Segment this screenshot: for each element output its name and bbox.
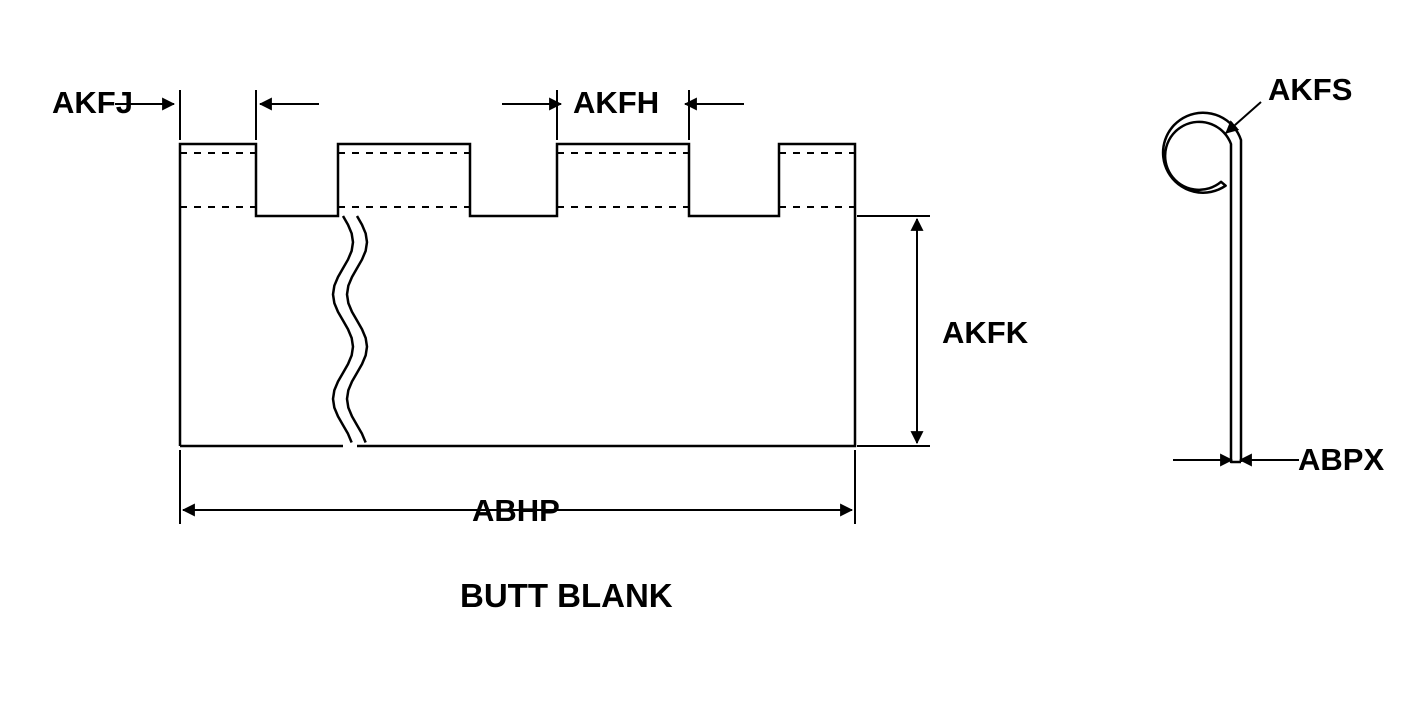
ABHP-label: ABHP bbox=[472, 493, 560, 528]
AKFS-label: AKFS bbox=[1268, 72, 1352, 107]
AKFJ-label: AKFJ bbox=[52, 85, 133, 120]
ABPX-label: ABPX bbox=[1298, 442, 1384, 477]
dimensions: AKFJ AKFH AKFK ABHP AKFS ABPX bbox=[52, 72, 1384, 528]
AKFK-label: AKFK bbox=[942, 315, 1029, 350]
side-view bbox=[1163, 113, 1241, 462]
front-view bbox=[180, 144, 855, 446]
diagram-canvas: AKFJ AKFH AKFK ABHP AKFS ABPX BUTT BLANK bbox=[0, 0, 1426, 702]
title: BUTT BLANK bbox=[460, 577, 673, 614]
AKFH-label: AKFH bbox=[573, 85, 659, 120]
